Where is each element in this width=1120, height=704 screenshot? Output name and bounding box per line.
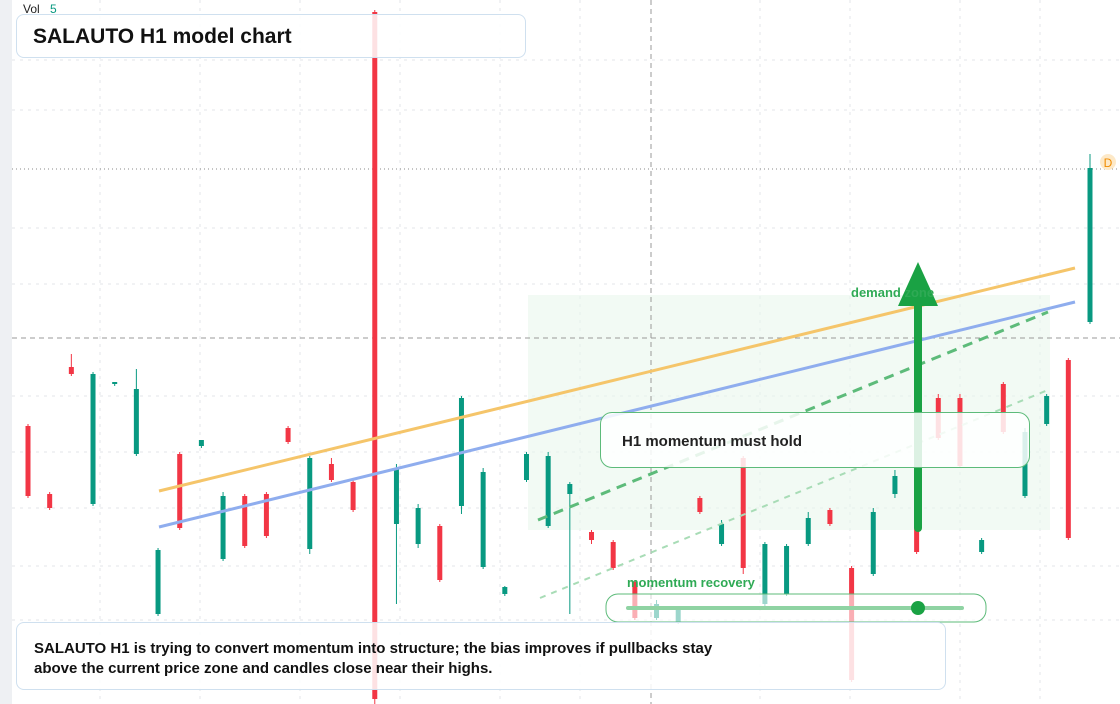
callout-text: H1 momentum must hold [622,433,803,450]
candle-body [589,532,595,540]
candle-body [47,494,53,508]
candle-body [415,508,421,544]
candle-body [372,12,378,699]
candle-body [393,468,399,524]
candle-body [242,496,248,546]
candle-body [502,587,508,594]
slider-handle[interactable] [911,601,925,615]
candle-body [480,472,486,567]
candle-body [979,540,985,552]
candle-body [25,426,31,496]
candle-body [198,440,204,446]
candle-body [177,454,183,528]
callout: H1 momentum must hold [600,412,1030,468]
title-box: SALAUTO H1 model chart [16,14,526,58]
candle-body [437,526,443,580]
candle-body [263,494,269,536]
candle-body [762,544,768,604]
candle-body [870,512,876,574]
candle-body [307,458,313,549]
candle-body [545,456,551,526]
candle-body [90,374,96,504]
note-box: SALAUTO H1 is trying to convert momentum… [16,622,946,690]
candle-body [740,458,746,568]
candle-body [827,510,833,524]
candle-body [697,498,703,512]
candle-body [68,367,74,374]
note-text: SALAUTO H1 is trying to convert momentum… [34,640,713,677]
candle-body [1087,168,1093,322]
candle-body [285,428,291,442]
candle-body [112,382,118,384]
candle-body [610,542,616,568]
candle-body [328,464,334,480]
candle-body [133,389,139,454]
zone-label: demand zone [851,285,934,300]
marker [1100,154,1116,170]
chart-title: SALAUTO H1 model chart [33,25,292,48]
candle-body [892,476,898,494]
marker-label: D [1104,156,1113,170]
arrow-head [898,262,938,306]
candle-body [155,550,161,614]
candle-body [220,496,226,559]
candle-body [784,546,790,594]
candle-body [350,482,356,510]
candle-body [523,454,529,480]
candle-body [1000,384,1006,432]
candle-body [1044,396,1050,424]
side-strip [0,0,12,704]
slider-label: momentum recovery [627,575,756,590]
candle-body [567,484,573,494]
volume-label: Vol [23,2,40,16]
candle-body [1065,360,1071,538]
volume-value: 5 [50,2,57,16]
candle-body [805,518,811,544]
candle-body [719,524,725,544]
